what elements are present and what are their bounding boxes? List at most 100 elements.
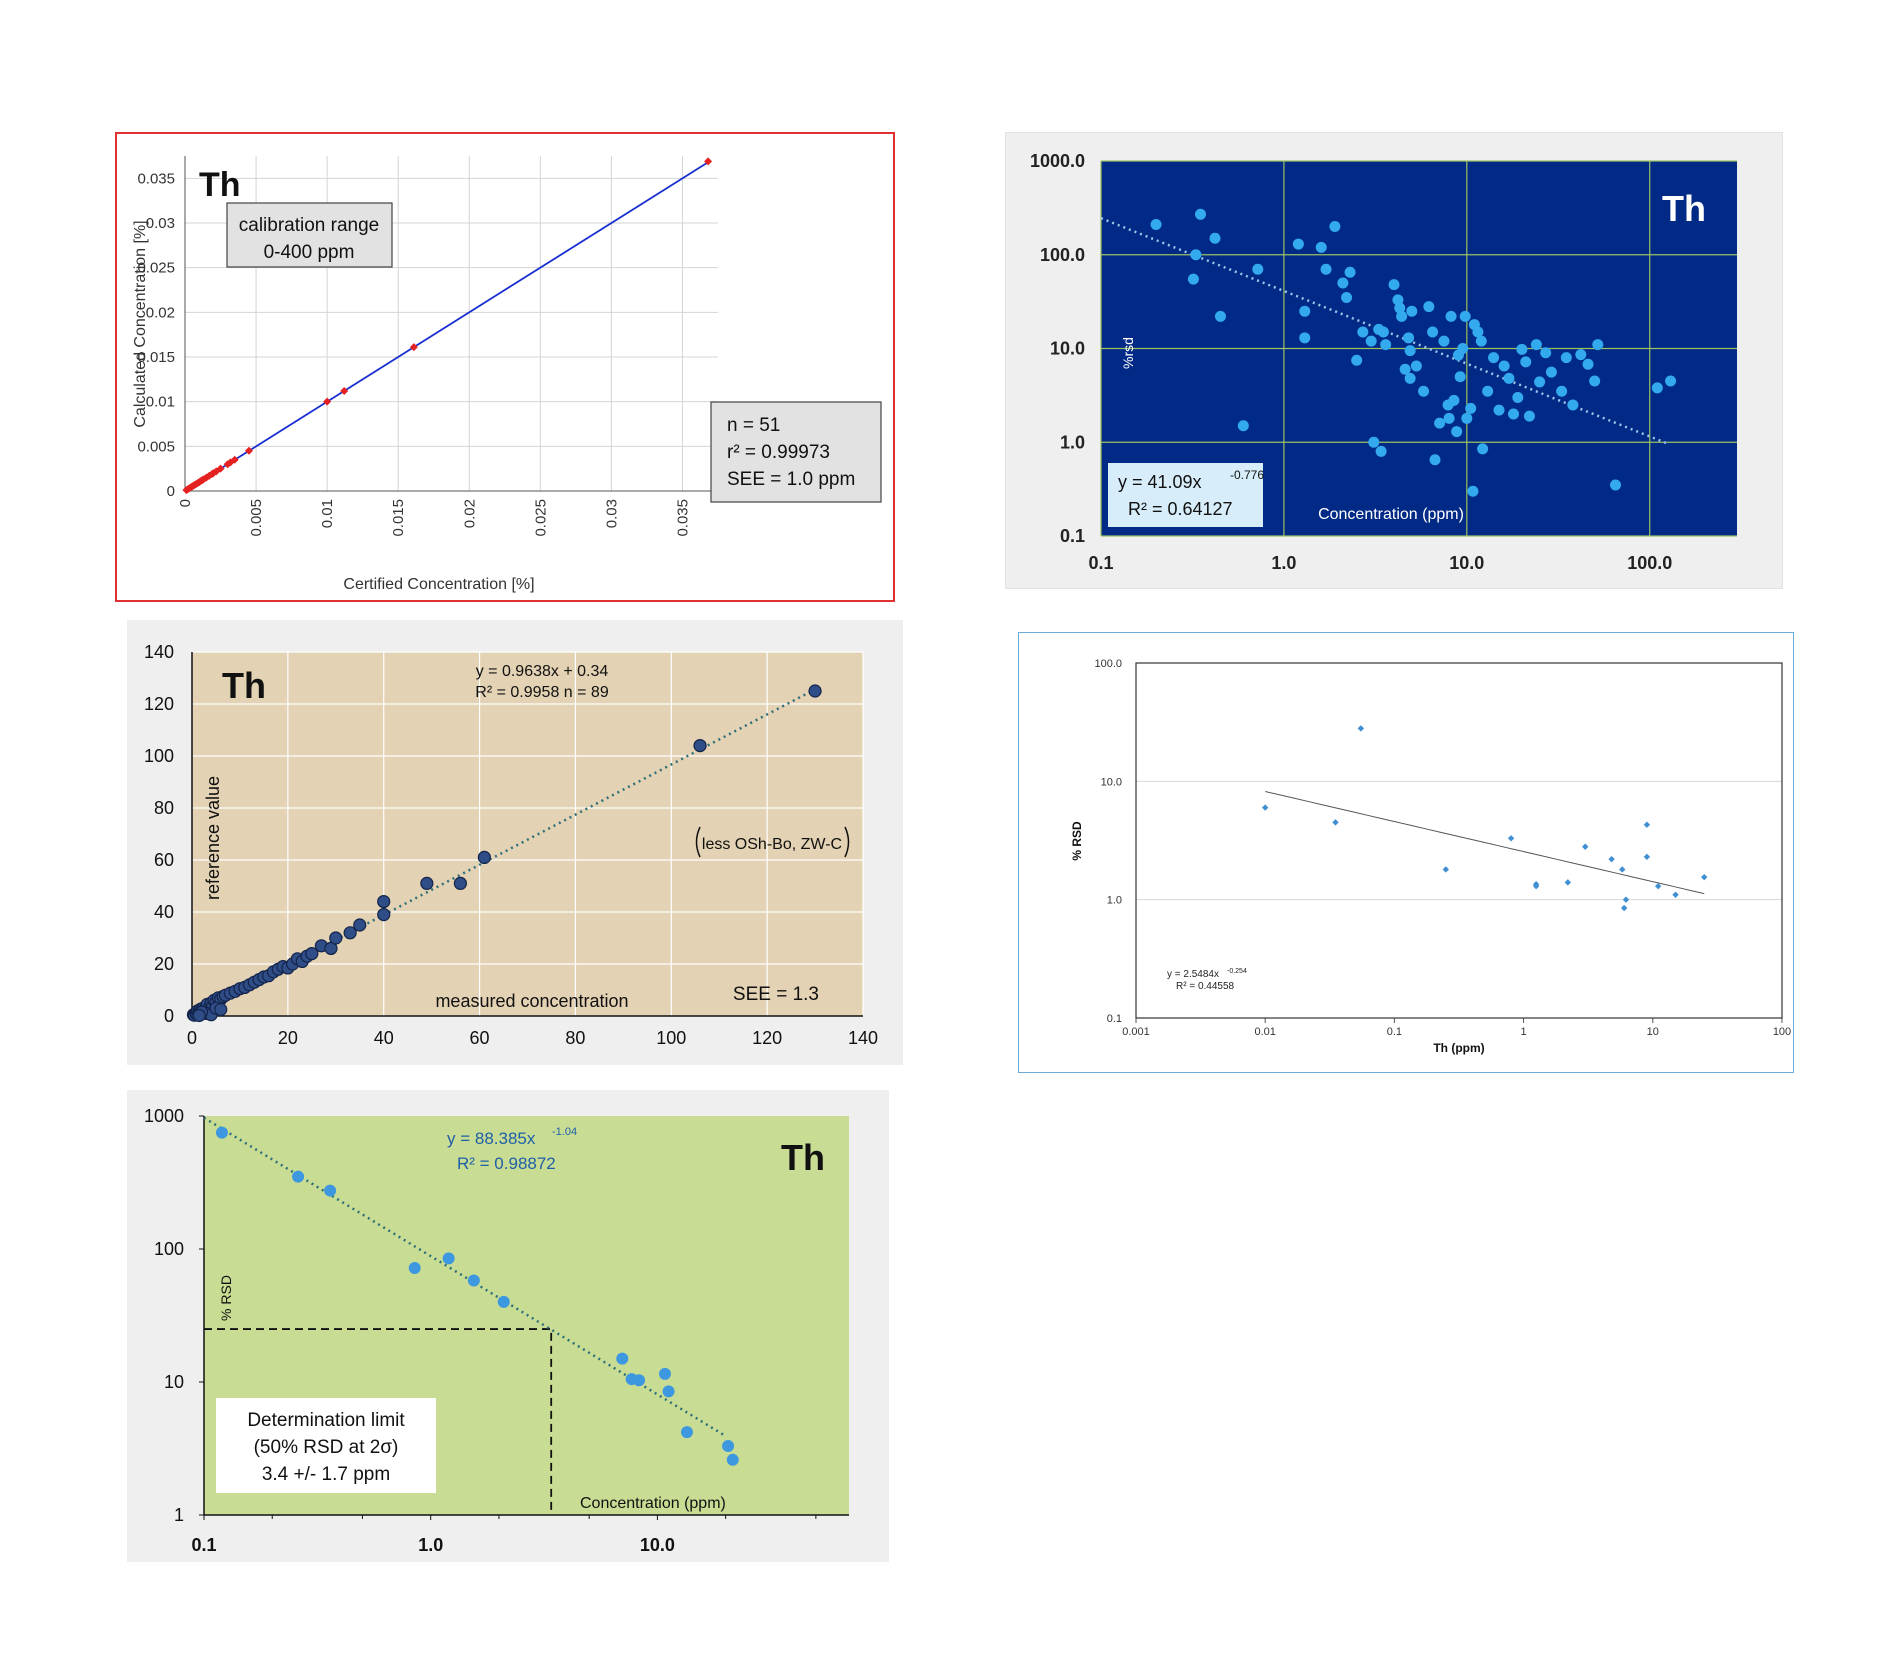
data-point xyxy=(1498,360,1510,372)
data-point xyxy=(1445,310,1457,322)
data-point xyxy=(1299,305,1311,317)
data-point xyxy=(1368,436,1380,448)
data-point xyxy=(1545,366,1557,378)
x-tick-label: 0.1 xyxy=(1387,1026,1402,1038)
x-tick-label: 100 xyxy=(656,1028,686,1048)
data-point xyxy=(1341,291,1353,303)
data-point xyxy=(1520,356,1532,368)
y-axis-label: % RSD xyxy=(1070,821,1084,861)
see-label: SEE = 1.3 xyxy=(733,984,819,1005)
data-point xyxy=(616,1352,629,1365)
reference-chart-svg: 00 20 20 40 40 60 60 80 80 100 100 120 120 140 140 Th y … xyxy=(144,642,878,1048)
calibration-range-label: calibration range xyxy=(239,215,379,236)
data-point xyxy=(1610,479,1622,491)
equation-label: y = 2.5484x xyxy=(1167,969,1219,980)
data-point xyxy=(1399,363,1411,375)
data-point xyxy=(1512,392,1524,404)
x-tick-label: 0.01 xyxy=(1254,1026,1275,1038)
y-tick-label: 40 xyxy=(154,902,174,922)
y-axis-label: %rsd xyxy=(1120,337,1136,369)
chart-panel-rsd-blue: 0.1 1.0 10.0 100.0 0.1 1.0 10.0 100.0 1000.0 Th %r… xyxy=(1005,132,1783,589)
data-point xyxy=(1443,412,1455,424)
chart-title: Th xyxy=(199,166,241,204)
data-point xyxy=(1540,347,1552,359)
x-tick-label: 0.03 xyxy=(603,499,620,528)
y-tick-label: 140 xyxy=(144,642,174,662)
r-squared-label: R² = 0.9958 n = 89 xyxy=(475,684,609,701)
calibration-range-box xyxy=(226,202,393,268)
data-point xyxy=(1209,232,1221,244)
data-point xyxy=(1377,326,1389,338)
y-tick-label: 1.0 xyxy=(1107,895,1122,907)
data-point xyxy=(1472,326,1484,338)
data-point xyxy=(1454,371,1466,383)
data-point xyxy=(1523,410,1535,422)
equation-label: y = 0.9638x + 0.34 xyxy=(476,663,609,680)
data-point xyxy=(1459,310,1471,322)
trendline xyxy=(1265,790,1705,895)
data-point xyxy=(1320,263,1332,275)
x-tick-label: 0.02 xyxy=(461,499,478,528)
data-point xyxy=(1351,354,1363,366)
equation-label: y = 88.385x xyxy=(447,1129,536,1148)
x-tick-label: 0.025 xyxy=(532,499,549,537)
determination-limit-line xyxy=(204,1328,553,1515)
data-point xyxy=(1150,219,1162,231)
data-point xyxy=(662,1385,675,1398)
data-point xyxy=(292,1170,305,1183)
data-point xyxy=(1237,420,1249,432)
data-point xyxy=(244,446,253,455)
data-point xyxy=(704,157,713,166)
x-tick-label: 120 xyxy=(752,1028,782,1048)
y-tick-label: 100 xyxy=(144,746,174,766)
chart-panel-calibration: 0 0 0.005 0.005 0.01 0.01 0.015 0.015 0.02 0.02 0.… xyxy=(115,132,895,602)
y-tick-label: 1.0 xyxy=(1060,432,1085,452)
x-tick-label: 100.0 xyxy=(1627,553,1672,573)
data-point xyxy=(1262,804,1269,811)
data-point xyxy=(726,1453,739,1466)
data-point xyxy=(1507,835,1515,842)
data-point xyxy=(1465,402,1477,414)
data-point xyxy=(215,1126,228,1139)
x-tick-label: 100 xyxy=(1773,1026,1791,1038)
data-point xyxy=(1190,249,1202,261)
data-point xyxy=(1461,412,1473,424)
y-tick-label: 0.03 xyxy=(146,215,175,232)
x-tick-label: 20 xyxy=(278,1028,298,1048)
data-point xyxy=(1508,408,1520,420)
data-point xyxy=(467,1274,480,1287)
data-point xyxy=(305,947,319,961)
chart-title: Th xyxy=(222,665,266,706)
data-point xyxy=(1672,891,1679,898)
note-bracket-left xyxy=(695,826,701,858)
x-tick-label: 140 xyxy=(848,1028,878,1048)
determination-limit-criterion: (50% RSD at 2σ) xyxy=(254,1437,399,1458)
y-axis-label: Calculated Concentration [%] xyxy=(132,220,149,427)
data-point xyxy=(1434,417,1446,429)
data-point xyxy=(680,1426,693,1439)
x-tick-label: 10.0 xyxy=(640,1535,675,1555)
y-tick-label: 1000.0 xyxy=(1030,151,1085,171)
data-point xyxy=(1701,873,1708,881)
x-tick-label: 0 xyxy=(177,499,194,507)
x-axis-label: Th (ppm) xyxy=(1433,1041,1484,1055)
data-point xyxy=(1403,332,1415,344)
calibration-range-value: 0-400 ppm xyxy=(264,242,355,263)
data-point xyxy=(1651,382,1663,394)
data-point xyxy=(353,918,367,932)
data-point xyxy=(1556,385,1568,397)
data-point xyxy=(1643,853,1651,861)
y-tick-label: 1 xyxy=(174,1505,184,1525)
y-axis-label: reference value xyxy=(203,776,223,900)
rsd-white-chart-svg: 0.1 1.0 10.0 100.0 0.001 0.01 0.1 1 10 100 Th (ppm… xyxy=(1070,658,1791,1055)
data-point xyxy=(1665,375,1677,387)
x-tick-label: 0 xyxy=(187,1028,197,1048)
y-tick-label: 0.01 xyxy=(146,394,175,411)
y-tick-label: 80 xyxy=(154,798,174,818)
data-point xyxy=(1299,332,1311,344)
calibration-chart-svg: 00 0.005 0.005 0.01 0.01 0.015 0.015 0.02 0.02 0.… xyxy=(132,156,882,593)
y-tick-label: 0.1 xyxy=(1107,1013,1122,1025)
data-point xyxy=(1187,273,1199,285)
data-point xyxy=(1406,305,1418,317)
data-point xyxy=(1643,821,1651,828)
